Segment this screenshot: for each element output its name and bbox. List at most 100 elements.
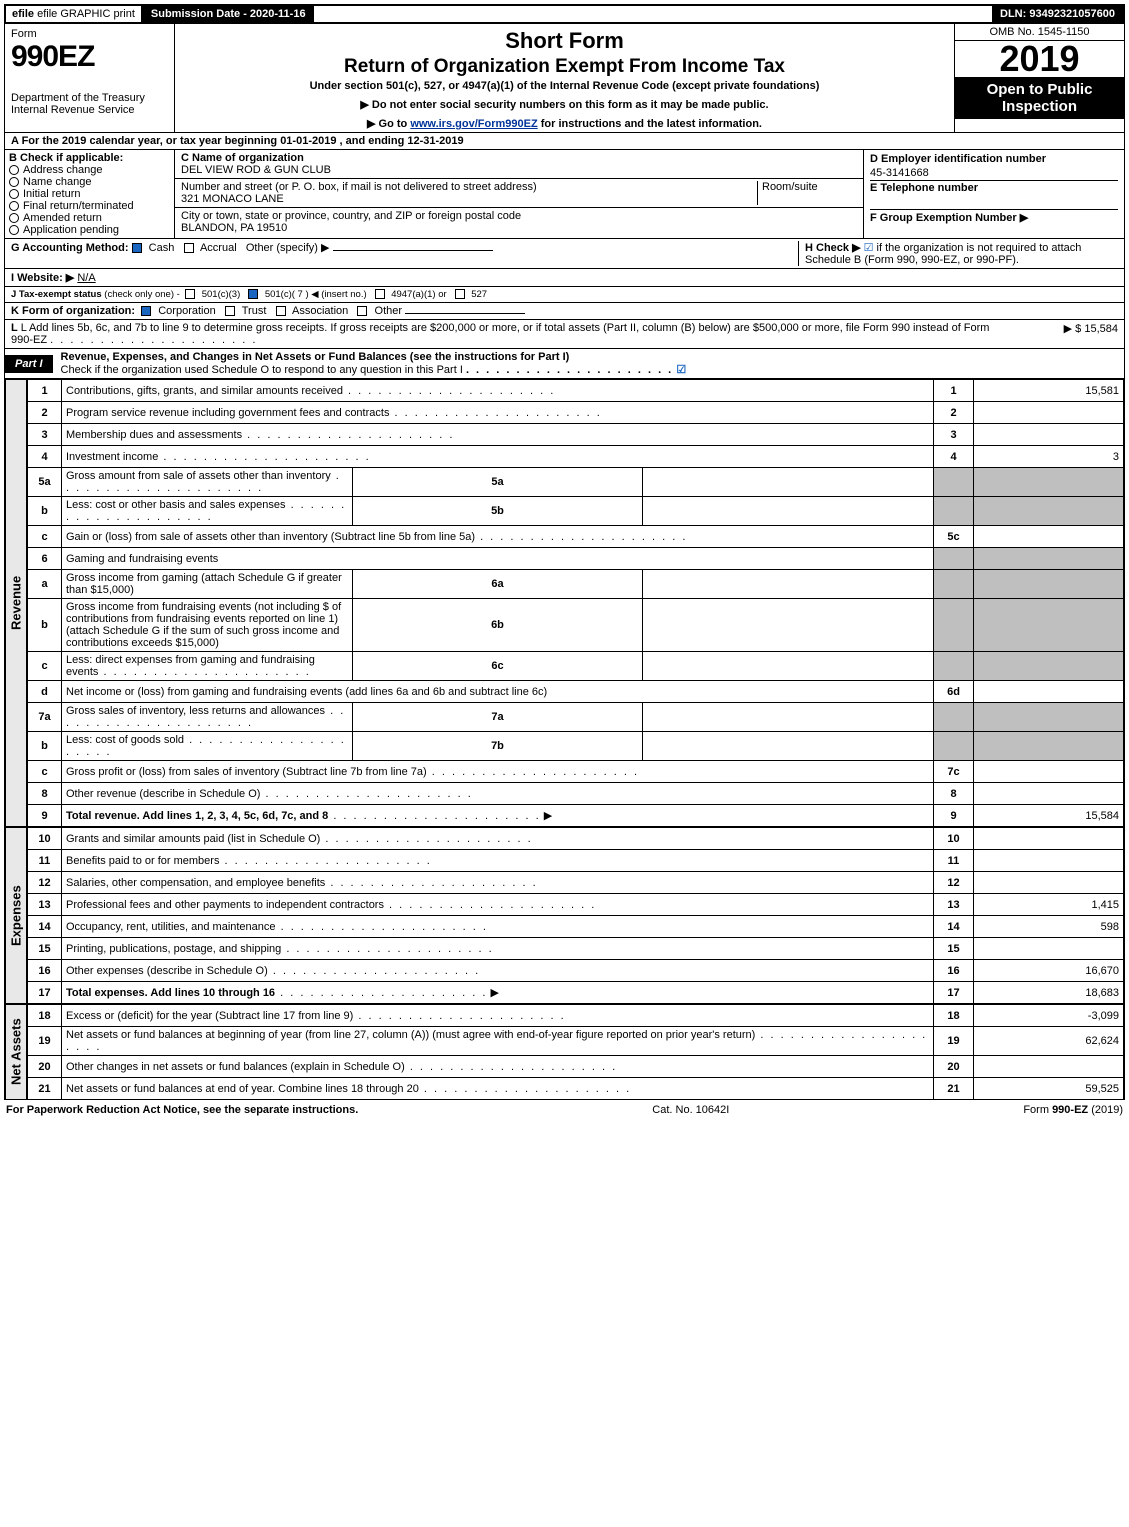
expenses-side-label: Expenses (5, 827, 27, 1004)
l-amount: ▶ $ 15,584 (1008, 322, 1118, 346)
k-label: K Form of organization: (11, 305, 135, 317)
h-checkbox[interactable]: ☑ (864, 242, 874, 254)
revenue-side-label: Revenue (5, 379, 27, 827)
efile-text: efile GRAPHIC print (37, 8, 135, 20)
short-form-title: Short Form (183, 28, 946, 54)
footer-right: Form 990-EZ (2019) (1023, 1104, 1123, 1116)
row-7a: 7aGross sales of inventory, less returns… (28, 703, 1124, 732)
row-13: 13Professional fees and other payments t… (28, 894, 1124, 916)
i-website: N/A (77, 272, 95, 284)
row-5c: cGain or (loss) from sale of assets othe… (28, 526, 1124, 548)
row-21: 21Net assets or fund balances at end of … (28, 1078, 1124, 1100)
street-label: Number and street (or P. O. box, if mail… (181, 181, 537, 193)
chk-pending[interactable]: Application pending (9, 224, 170, 236)
tax-year: 2019 (955, 41, 1124, 77)
c-street-row: Number and street (or P. O. box, if mail… (175, 179, 863, 208)
c-city-row: City or town, state or province, country… (175, 208, 863, 236)
city-label: City or town, state or province, country… (181, 210, 521, 222)
netassets-section: Net Assets 18Excess or (deficit) for the… (4, 1004, 1125, 1100)
l-text: L L Add lines 5b, 6c, and 7b to line 9 t… (11, 322, 1008, 346)
header-right: OMB No. 1545-1150 2019 Open to Public In… (954, 24, 1124, 132)
top-bar: efile efile GRAPHIC print Submission Dat… (4, 4, 1125, 24)
open-inspection: Open to Public Inspection (955, 77, 1124, 119)
chk-final-label: Final return/terminated (23, 200, 134, 212)
chk-final[interactable]: Final return/terminated (9, 200, 170, 212)
e-label: E Telephone number (870, 181, 1118, 195)
submission-date: Submission Date - 2020-11-16 (143, 6, 314, 22)
part1-tab: Part I (5, 355, 53, 373)
box-b: B Check if applicable: Address change Na… (5, 150, 175, 238)
row-l: L L Add lines 5b, 6c, and 7b to line 9 t… (4, 320, 1125, 349)
irs-label: Internal Revenue Service (11, 104, 168, 116)
row-6d: dNet income or (loss) from gaming and fu… (28, 681, 1124, 703)
g-label: G Accounting Method: (11, 242, 129, 254)
row-6: 6Gaming and fundraising events (28, 548, 1124, 570)
row-14: 14Occupancy, rent, utilities, and mainte… (28, 916, 1124, 938)
h-label: H Check ▶ (805, 242, 861, 254)
box-c: C Name of organization DEL VIEW ROD & GU… (175, 150, 864, 238)
j-501c-check[interactable] (248, 289, 258, 299)
row-6b: bGross income from fundraising events (n… (28, 599, 1124, 652)
j-501c3: 501(c)(3) (202, 289, 241, 300)
row-8: 8Other revenue (describe in Schedule O)8 (28, 783, 1124, 805)
f-label: F Group Exemption Number ▶ (870, 210, 1118, 225)
goto-line: ▶ Go to www.irs.gov/Form990EZ for instru… (183, 117, 946, 130)
g-other-blank[interactable] (333, 250, 493, 251)
row-g-h: G Accounting Method: Cash Accrual Other … (4, 239, 1125, 269)
goto-pre: ▶ Go to (367, 118, 410, 130)
efile-label: efile efile GRAPHIC print (6, 6, 143, 22)
j-small: (check only one) - (104, 289, 180, 300)
row-6c: cLess: direct expenses from gaming and f… (28, 652, 1124, 681)
netassets-side-label: Net Assets (5, 1004, 27, 1100)
part1-check[interactable]: ☑ (676, 364, 686, 376)
chk-amended[interactable]: Amended return (9, 212, 170, 224)
street-value: 321 MONACO LANE (181, 193, 284, 205)
expenses-table: 10Grants and similar amounts paid (list … (27, 827, 1124, 1004)
k-corp-check[interactable] (141, 306, 151, 316)
dln: DLN: 93492321057600 (992, 6, 1123, 22)
header-mid: Short Form Return of Organization Exempt… (175, 24, 954, 132)
j-501c: 501(c)( 7 ) ◀ (insert no.) (265, 289, 367, 300)
k-other-check[interactable] (357, 306, 367, 316)
g-accrual-check[interactable] (184, 243, 194, 253)
netassets-table: 18Excess or (deficit) for the year (Subt… (27, 1004, 1124, 1100)
k-trust: Trust (242, 305, 267, 317)
k-assoc-check[interactable] (276, 306, 286, 316)
j-501c3-check[interactable] (185, 289, 195, 299)
room-suite: Room/suite (757, 181, 857, 205)
row-12: 12Salaries, other compensation, and empl… (28, 872, 1124, 894)
row-11: 11Benefits paid to or for members11 (28, 850, 1124, 872)
row-4: 4Investment income43 (28, 446, 1124, 468)
irs-link[interactable]: www.irs.gov/Form990EZ (410, 118, 537, 130)
row-16: 16Other expenses (describe in Schedule O… (28, 960, 1124, 982)
ein: 45-3141668 (870, 166, 1118, 181)
chk-address[interactable]: Address change (9, 164, 170, 176)
g-row: G Accounting Method: Cash Accrual Other … (11, 241, 798, 266)
topbar-spacer (314, 6, 992, 22)
k-assoc: Association (292, 305, 348, 317)
e-value (870, 195, 1118, 210)
j-527-check[interactable] (455, 289, 465, 299)
row-2: 2Program service revenue including gover… (28, 402, 1124, 424)
dept-treasury: Department of the Treasury (11, 92, 168, 104)
chk-initial[interactable]: Initial return (9, 188, 170, 200)
g-cash-check[interactable] (132, 243, 142, 253)
k-other-blank[interactable] (405, 313, 525, 314)
row-10: 10Grants and similar amounts paid (list … (28, 828, 1124, 850)
g-cash: Cash (149, 242, 175, 254)
under-section: Under section 501(c), 527, or 4947(a)(1)… (183, 80, 946, 92)
row-18: 18Excess or (deficit) for the year (Subt… (28, 1005, 1124, 1027)
h-row: H Check ▶ ☑ if the organization is not r… (798, 241, 1118, 266)
row-k: K Form of organization: Corporation Trus… (4, 303, 1125, 320)
org-name: DEL VIEW ROD & GUN CLUB (181, 164, 331, 176)
revenue-table: 1Contributions, gifts, grants, and simil… (27, 379, 1124, 827)
footer-mid: Cat. No. 10642I (652, 1104, 729, 1116)
chk-name[interactable]: Name change (9, 176, 170, 188)
chk-address-label: Address change (23, 164, 103, 176)
expenses-section: Expenses 10Grants and similar amounts pa… (4, 827, 1125, 1004)
form-header: Form 990EZ Department of the Treasury In… (4, 24, 1125, 133)
k-trust-check[interactable] (225, 306, 235, 316)
ssn-note: ▶ Do not enter social security numbers o… (183, 98, 946, 111)
d-label: D Employer identification number (870, 152, 1118, 166)
j-4947-check[interactable] (375, 289, 385, 299)
